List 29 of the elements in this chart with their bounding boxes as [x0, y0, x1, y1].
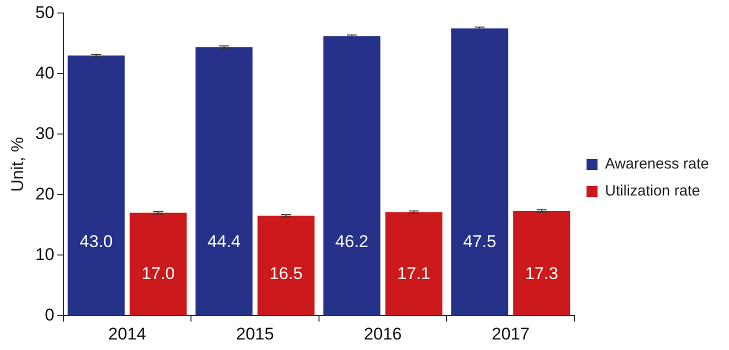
x-tick-label: 2014 — [108, 324, 146, 344]
bar — [513, 210, 570, 316]
bar — [196, 47, 253, 316]
legend-label: Utilization rate — [605, 182, 700, 200]
y-tick-label: 20 — [35, 184, 54, 204]
x-tick-label: 2016 — [364, 324, 402, 344]
y-axis-title: Unit, % — [8, 137, 27, 192]
bar — [258, 216, 315, 316]
data-label: 46.2 — [335, 232, 368, 251]
y-tick-label: 0 — [44, 305, 54, 324]
data-label: 17.0 — [142, 264, 175, 283]
y-tick-label: 30 — [35, 124, 54, 143]
bar — [68, 56, 125, 316]
y-tick-label: 50 — [35, 2, 54, 22]
bar — [451, 28, 508, 316]
x-tick-label: 2017 — [492, 324, 530, 344]
x-tick-label: 2015 — [236, 324, 274, 344]
data-label: 44.4 — [207, 232, 241, 251]
bar — [323, 36, 380, 316]
y-tick-label: 10 — [35, 244, 54, 264]
data-label: 17.3 — [525, 264, 558, 283]
bar — [130, 212, 187, 316]
data-label: 16.5 — [269, 264, 303, 283]
data-label: 43.0 — [80, 232, 113, 251]
data-label: 47.5 — [463, 232, 496, 251]
legend-label: Awareness rate — [605, 156, 710, 173]
data-label: 17.1 — [397, 264, 430, 283]
bar — [385, 212, 442, 316]
y-tick-label: 40 — [35, 63, 54, 82]
